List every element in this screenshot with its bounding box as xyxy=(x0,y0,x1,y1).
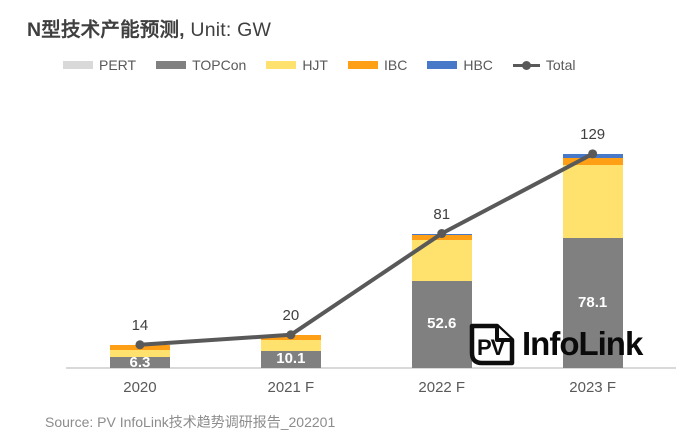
chart-title: N型技术产能预测, Unit: GW xyxy=(27,13,271,42)
total-value-label: 129 xyxy=(580,125,606,143)
legend-swatch-pert xyxy=(63,61,93,69)
category-label-2021F: 2021 F xyxy=(267,379,315,396)
infolink-wordmark-link: Link xyxy=(578,325,643,362)
chart-title-unit: Unit: GW xyxy=(184,19,272,41)
category-label-2020: 2020 xyxy=(123,379,157,396)
infolink-wordmark-info: Info xyxy=(522,325,579,362)
legend-label: IBC xyxy=(383,57,408,73)
bar-segment-ibc-2022F xyxy=(411,234,472,240)
bar-segment-topcon-2021F xyxy=(260,351,321,368)
category-label-2022F: 2022 F xyxy=(418,379,466,396)
legend-label: TOPCon xyxy=(192,57,247,73)
bar-segment-hjt-2021F xyxy=(260,339,321,352)
bar-segment-ibc-2020 xyxy=(109,344,170,350)
legend-label: HJT xyxy=(302,57,328,73)
legend-swatch-ibc xyxy=(347,61,378,69)
topcon-value-label: 10.1 xyxy=(276,350,306,368)
total-value-label: 20 xyxy=(282,306,300,324)
legend-label: HBC xyxy=(463,57,493,73)
source-text: Source: PV InfoLink技术趋势调研报告_202201 xyxy=(45,414,336,430)
legend-item-pert: PERT xyxy=(63,57,136,73)
legend-total-line-glyph xyxy=(512,60,540,70)
bar-segment-topcon-2020 xyxy=(109,357,170,368)
bar-segment-ibc-2021F xyxy=(260,334,321,340)
legend-swatch-hbc xyxy=(427,61,458,69)
legend-swatch-hjt xyxy=(266,61,297,69)
bar-segment-ibc-2023F xyxy=(562,158,623,165)
bar-segment-hjt-2023F xyxy=(562,164,623,239)
legend-label: Total xyxy=(545,57,576,73)
total-value-label: 81 xyxy=(433,205,451,223)
x-axis-line xyxy=(66,367,676,369)
legend-item-hbc: HBC xyxy=(427,57,493,73)
bar-segment-hbc-2023F xyxy=(562,153,623,159)
legend-item-ibc: IBC xyxy=(347,57,408,73)
pv-logo-page-icon: PV xyxy=(469,323,515,366)
legend-item-topcon: TOPCon xyxy=(156,57,246,73)
bar-segment-hjt-2022F xyxy=(411,239,472,281)
legend-label: PERT xyxy=(99,57,137,73)
topcon-value-label: 78.1 xyxy=(578,294,608,311)
total-value-label: 14 xyxy=(131,316,149,334)
legend-item-total: Total xyxy=(512,57,576,73)
topcon-value-label: 6.3 xyxy=(129,353,151,371)
infolink-wordmark: InfoLink xyxy=(522,324,643,364)
pv-infolink-logo: PV InfoLink xyxy=(467,322,643,368)
bar-segment-hjt-2020 xyxy=(109,349,170,358)
legend: PERT TOPCon HJT IBC HBC Total xyxy=(63,56,575,74)
legend-swatch-topcon xyxy=(156,61,187,69)
bar-segment-hbc-2022F xyxy=(411,233,472,235)
legend-item-hjt: HJT xyxy=(266,57,328,73)
category-label-2023F: 2023 F xyxy=(569,379,616,396)
pv-logo-letters: PV xyxy=(477,335,506,360)
chart-title-main: N型技术产能预测, xyxy=(27,19,185,41)
